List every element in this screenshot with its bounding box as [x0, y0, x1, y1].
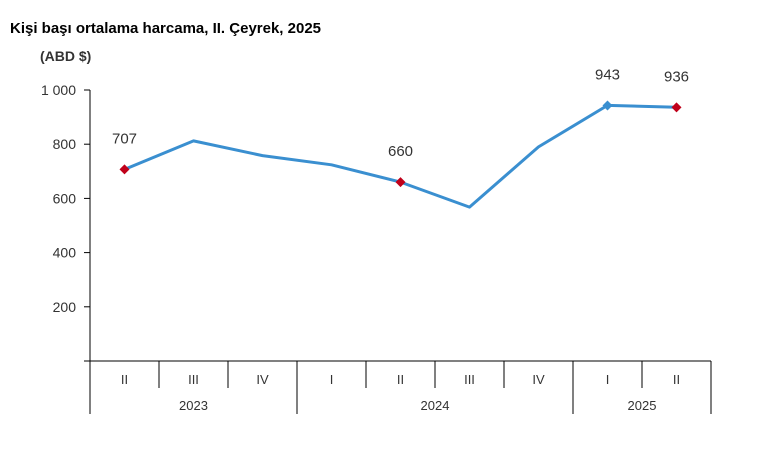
axes: [84, 90, 712, 414]
data-point-marker: [602, 100, 613, 111]
x-tick-label: IV: [532, 372, 545, 387]
x-tick-label: III: [464, 372, 475, 387]
y-tick-label: 200: [53, 299, 77, 315]
x-group-label: 2023: [179, 398, 208, 413]
series: [119, 100, 682, 209]
y-axis-unit-label: (ABD $): [40, 48, 92, 64]
data-label: 660: [388, 143, 413, 160]
data-point-marker: [119, 164, 130, 175]
x-tick-label: I: [330, 372, 334, 387]
data-label: 936: [664, 68, 689, 85]
data-labels: 707 660 943 936: [112, 66, 689, 160]
y-tick-label: 600: [53, 190, 77, 206]
y-tick-label: 800: [53, 136, 77, 152]
x-tick-label: II: [397, 372, 404, 387]
y-axis-ticks: 200 400 600 800 1 000: [41, 82, 90, 315]
x-group-label: 2024: [421, 398, 450, 413]
data-point-marker: [395, 177, 406, 188]
x-tick-label: IV: [256, 372, 269, 387]
x-tick-label: II: [673, 372, 680, 387]
data-point-marker: [671, 102, 682, 113]
data-label: 707: [112, 130, 137, 147]
x-tick-label: I: [606, 372, 610, 387]
chart-title: Kişi başı ortalama harcama, II. Çeyrek, …: [10, 20, 322, 37]
x-tick-label: III: [188, 372, 199, 387]
y-tick-label: 1 000: [41, 82, 76, 98]
y-tick-label: 400: [53, 245, 77, 261]
x-tick-label: II: [121, 372, 128, 387]
x-group-label: 2025: [628, 398, 657, 413]
data-label: 943: [595, 66, 620, 83]
